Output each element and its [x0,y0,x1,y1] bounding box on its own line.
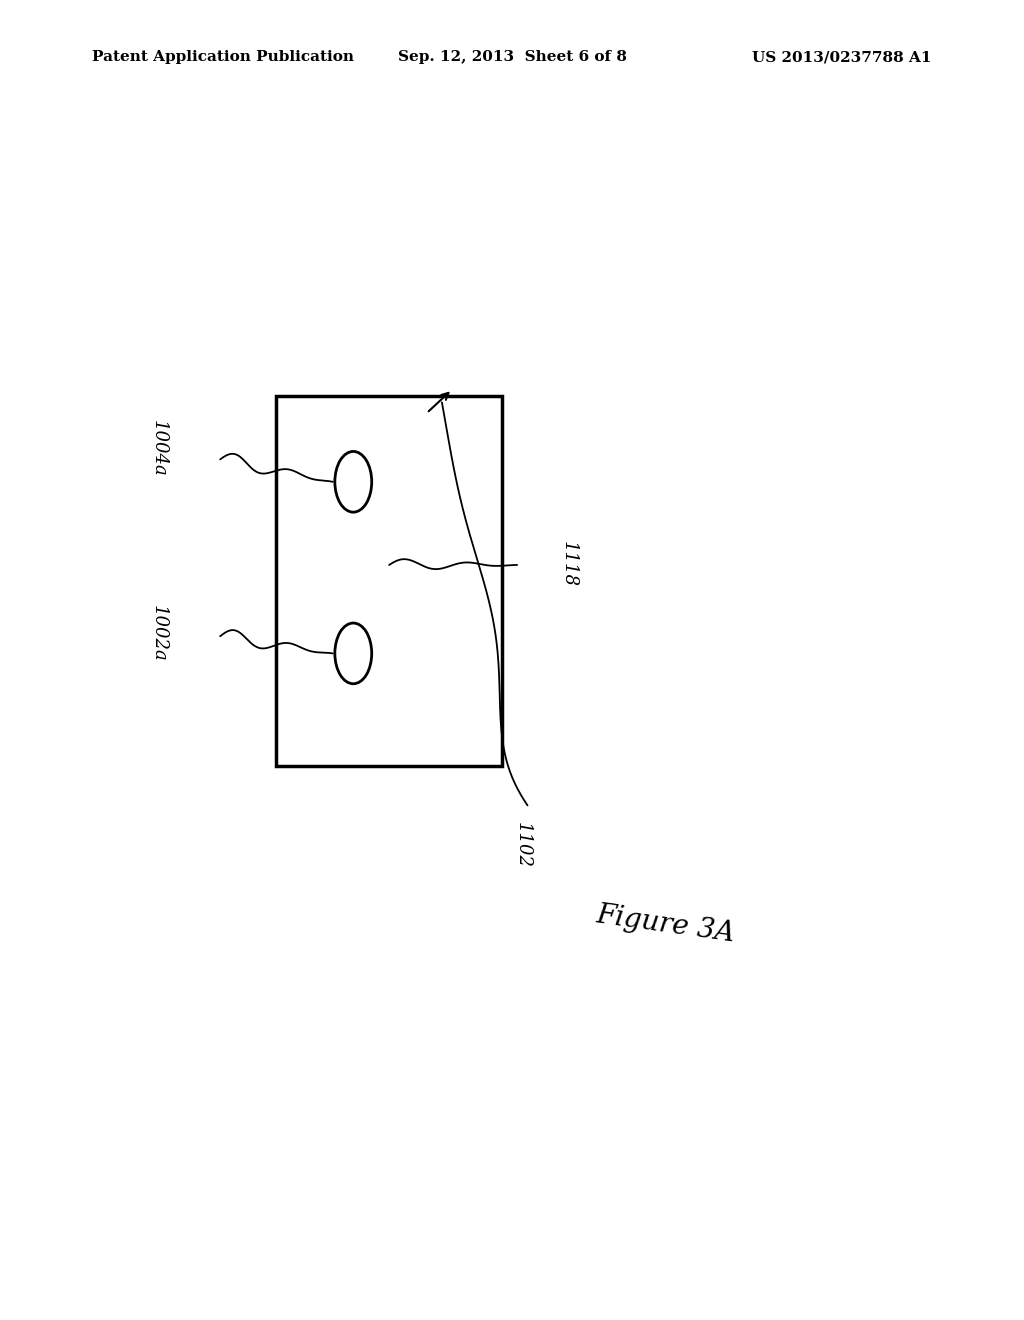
Text: 1102: 1102 [513,822,531,867]
Text: Figure 3A: Figure 3A [595,900,736,948]
Text: US 2013/0237788 A1: US 2013/0237788 A1 [753,50,932,65]
Text: 1118: 1118 [559,541,578,586]
Bar [276,396,502,766]
Ellipse shape [335,623,372,684]
Text: Sep. 12, 2013  Sheet 6 of 8: Sep. 12, 2013 Sheet 6 of 8 [397,50,627,65]
Text: 1002a: 1002a [150,606,168,661]
Text: 1004a: 1004a [150,421,168,477]
Text: Patent Application Publication: Patent Application Publication [92,50,354,65]
Ellipse shape [335,451,372,512]
